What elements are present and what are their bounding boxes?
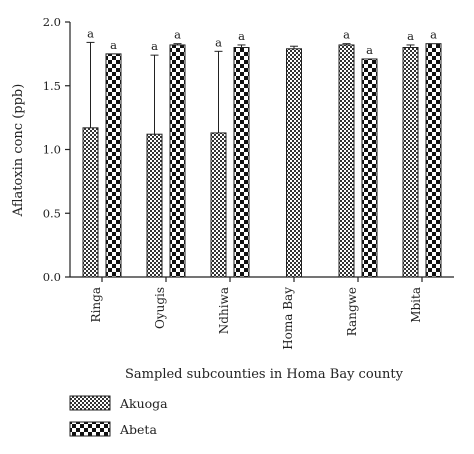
bar-abeta-ringa: [105, 53, 122, 278]
significance-label: a: [430, 28, 437, 42]
plot-area: 0.0 0.5 1.0 1.5 2.0 Ringa a a Oyugis a a Ndhiwa a a Ho…: [43, 15, 454, 350]
significance-label: a: [343, 28, 350, 42]
significance-label: a: [151, 39, 158, 53]
x-tick-label: Mbita: [409, 287, 423, 323]
bar-abeta-rangwe: [361, 58, 378, 278]
y-tick-label: 1.0: [43, 143, 61, 157]
y-tick-label: 0.0: [43, 270, 61, 284]
y-axis-label: Aflatoxin conc (ppb): [11, 84, 26, 218]
legend-swatch-abeta: [69, 421, 111, 437]
y-tick-label: 2.0: [43, 15, 61, 29]
bar-abeta-oyugis: [169, 44, 186, 278]
x-tick-label: Oyugis: [153, 287, 167, 329]
x-tick-label: Rangwe: [345, 287, 359, 336]
significance-label: a: [110, 38, 117, 52]
significance-label: a: [366, 43, 373, 57]
bar-akuoga-ndhiwa: [210, 132, 227, 278]
x-tick-label: Homa Bay: [281, 287, 295, 350]
significance-label: a: [174, 28, 181, 42]
significance-label: a: [238, 29, 245, 43]
significance-label: a: [407, 29, 414, 43]
bar-akuoga-mbita: [402, 47, 419, 278]
legend: Akuoga Abeta: [69, 395, 168, 437]
significance-label: a: [87, 26, 94, 40]
bar-akuoga-oyugis: [146, 133, 163, 278]
x-axis-label: Sampled subcounties in Homa Bay county: [125, 367, 404, 382]
legend-label-akuoga: Akuoga: [119, 396, 168, 411]
bar-akuoga-homa-bay: [286, 48, 302, 278]
bar-abeta-mbita: [425, 43, 442, 278]
legend-swatch-akuoga: [69, 395, 111, 411]
y-tick-label: 1.5: [43, 79, 61, 93]
x-tick-label: Ringa: [89, 287, 103, 322]
bar-akuoga-rangwe: [338, 44, 355, 278]
x-tick-label: Ndhiwa: [217, 287, 231, 334]
y-tick-label: 0.5: [43, 206, 61, 220]
bar-abeta-ndhiwa: [233, 47, 250, 278]
significance-label: a: [215, 35, 222, 49]
legend-label-abeta: Abeta: [119, 422, 157, 437]
bar-akuoga-ringa: [82, 127, 99, 278]
